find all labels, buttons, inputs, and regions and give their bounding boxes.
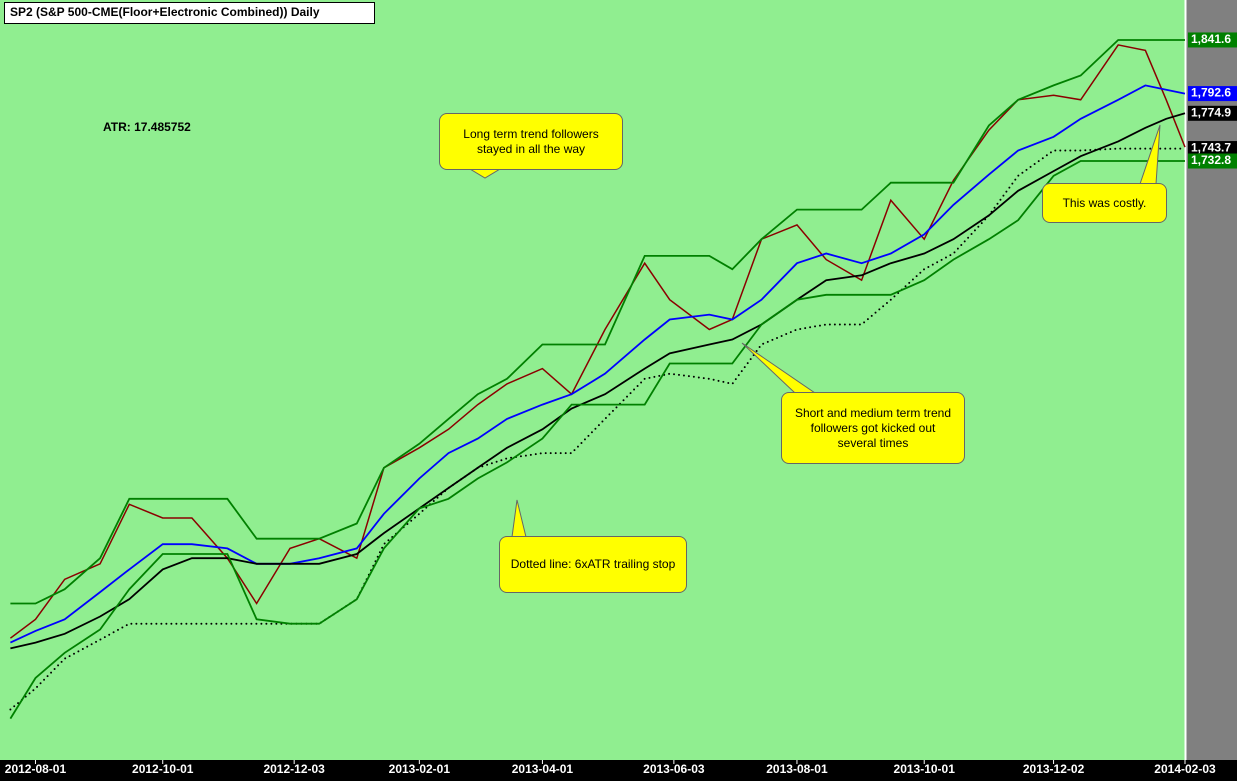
price-tag-label: 1,732.8 — [1191, 153, 1231, 167]
x-tick-label: 2013-10-01 — [894, 762, 956, 776]
chart-title: SP2 (S&P 500-CME(Floor+Electronic Combin… — [10, 5, 320, 19]
time-axis — [0, 760, 1237, 781]
price-tag-label: 1,743.7 — [1191, 141, 1231, 155]
x-tick-label: 2013-06-03 — [643, 762, 705, 776]
series-line — [10, 39, 1185, 605]
atr-label: ATR: 17.485752 — [103, 120, 191, 134]
x-tick-label: 2013-08-01 — [766, 762, 828, 776]
x-tick-label: 2014-02-03 — [1154, 762, 1216, 776]
price-tag — [1188, 105, 1237, 121]
price-axis — [1186, 0, 1237, 760]
price-tag — [1188, 153, 1237, 169]
callout: This was costly. — [1042, 183, 1167, 223]
x-tick-label: 2013-12-02 — [1023, 762, 1085, 776]
price-tag-label: 1,792.6 — [1191, 86, 1231, 100]
callout: Dotted line: 6xATR trailing stop — [499, 536, 687, 593]
price-tag-label: 1,841.6 — [1191, 32, 1231, 46]
series-line — [9, 44, 1186, 639]
x-tick-label: 2012-12-03 — [263, 762, 325, 776]
callout: Short and medium term trend followers go… — [781, 392, 965, 464]
series-layer — [9, 39, 1186, 720]
series-line — [10, 84, 1186, 644]
series-line — [9, 160, 1185, 720]
x-tick-label: 2013-02-01 — [389, 762, 451, 776]
series-line — [10, 112, 1186, 650]
price-tag — [1188, 32, 1237, 48]
title-box — [4, 2, 375, 24]
price-tag — [1188, 86, 1237, 102]
overlay: 2012-08-01 2012-10-01 2012-12-03 2013-02-01… — [5, 32, 1237, 776]
x-tick-label: 2012-08-01 — [5, 762, 67, 776]
callout: Long term trend followers stayed in all … — [439, 113, 623, 170]
x-tick-label: 2012-10-01 — [132, 762, 194, 776]
x-tick-label: 2013-04-01 — [512, 762, 574, 776]
price-tag — [1188, 141, 1237, 157]
price-tag-label: 1,774.9 — [1191, 105, 1231, 119]
